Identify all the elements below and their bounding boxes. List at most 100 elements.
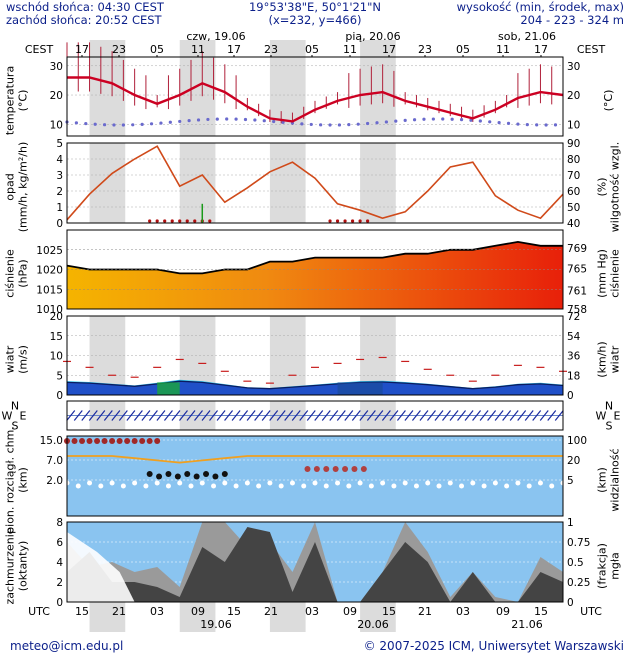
night-band-precip-3 xyxy=(360,143,396,223)
top-hour-label: 23 xyxy=(112,43,126,56)
wind-direction-arrow xyxy=(472,410,482,421)
dewpoint-dot xyxy=(102,123,107,127)
cloud-dark-dot xyxy=(221,471,228,477)
night-band-top-1 xyxy=(179,40,216,57)
wind-green-block xyxy=(157,382,180,395)
compass-s-left: S xyxy=(12,420,19,433)
wind-direction-arrow xyxy=(179,410,188,421)
cloud-dark-dot xyxy=(156,473,163,480)
dewpoint-dot xyxy=(366,121,370,126)
bottom-hour-label: 15 xyxy=(534,605,548,618)
precip-dot xyxy=(358,219,362,223)
panel-bg-precip xyxy=(67,143,563,223)
fog-ytick: 0.75 xyxy=(567,537,590,549)
dewpoint-dot xyxy=(422,117,426,121)
wind-ytick: 15 xyxy=(50,331,63,343)
zone-left-top: CEST xyxy=(25,43,54,56)
wind-direction-arrow xyxy=(359,410,369,421)
bottom-hour-label: 03 xyxy=(305,605,319,618)
dewpoint-dot xyxy=(516,122,520,126)
coord-grid: (x=232, y=466) xyxy=(268,13,362,27)
wind-direction-arrow xyxy=(344,410,354,421)
night-band-bottom-1 xyxy=(179,602,216,632)
wind-direction-arrow xyxy=(141,410,151,421)
cloud-base-dot xyxy=(380,480,386,486)
wind-ytick-right: 72 xyxy=(567,311,580,323)
temp-ytick: 20 xyxy=(50,90,63,102)
wind-ytick: 5 xyxy=(56,370,63,382)
precip-ytick: 5 xyxy=(56,138,63,150)
wind-direction-arrow xyxy=(163,410,173,421)
dewpoint-dot xyxy=(384,120,388,124)
cloud-base-dot xyxy=(413,483,419,489)
wind-direction-arrow xyxy=(209,410,219,421)
cloud-ytick: 15.0 xyxy=(40,435,63,447)
dewpoint-dot xyxy=(553,123,558,127)
dewpoint-dot xyxy=(168,120,172,124)
cloud-base-dot xyxy=(188,483,194,489)
pressure-ytick-right: 765 xyxy=(567,264,587,276)
cloud-base-dot xyxy=(120,483,126,489)
dewpoint-dot xyxy=(497,121,501,125)
wind-direction-arrow xyxy=(246,410,256,421)
cloud-base-dot xyxy=(537,480,543,486)
dewpoint-dot xyxy=(140,122,144,126)
bottom-hour-label: 03 xyxy=(456,605,470,618)
dewpoint-dot xyxy=(225,117,229,121)
label-cloud-depth: pion. rozciągł. chm. xyxy=(4,426,17,534)
cloud-top-dot xyxy=(109,438,116,444)
dewpoint-dot xyxy=(337,123,342,127)
top-hour-label: 17 xyxy=(227,43,241,56)
wind-direction-arrow xyxy=(547,410,557,421)
contact-email[interactable]: meteo@icm.edu.pl xyxy=(10,639,124,653)
cloud-base-dot xyxy=(436,483,442,489)
top-hour-label: 23 xyxy=(418,43,432,56)
label-cloud-cover: zachmurzenie xyxy=(4,527,17,604)
wind-direction-arrow xyxy=(156,410,166,421)
cloud-base-dot xyxy=(98,483,104,489)
wind-direction-arrow xyxy=(88,410,98,421)
wind-direction-arrow xyxy=(73,410,83,421)
bottom-day-label: 20.06 xyxy=(357,618,389,631)
compass-n-left: N xyxy=(11,400,19,413)
wind-direction-arrow xyxy=(201,410,211,421)
dewpoint-dot xyxy=(356,122,360,126)
wind-direction-arrow xyxy=(479,410,489,421)
bottom-hour-label: 15 xyxy=(227,605,241,618)
cloud-base-dot xyxy=(267,480,273,486)
pressure-line xyxy=(66,240,563,275)
wind-direction-arrow xyxy=(269,410,279,421)
wind-direction-arrow xyxy=(81,410,91,421)
cloud-base-dot xyxy=(425,480,431,486)
pressure-ytick-right: 758 xyxy=(567,304,587,316)
cloud-base-dot xyxy=(346,483,352,489)
cloud-top-dot xyxy=(131,438,138,444)
humidity-ytick: 60 xyxy=(567,186,580,198)
dewpoint-dot xyxy=(178,119,182,124)
cover-ytick: 0 xyxy=(56,597,63,609)
cover-ytick: 6 xyxy=(56,537,63,549)
wind-ytick-right: 0 xyxy=(567,390,574,402)
temp-ytick-right: 20 xyxy=(567,90,580,102)
precip-dot xyxy=(170,219,174,223)
dewpoint-dot xyxy=(93,122,97,126)
wind-ytick-right: 18 xyxy=(567,370,580,382)
dewpoint-dot xyxy=(403,118,407,122)
precip-dot xyxy=(193,219,197,223)
fog-ytick: 0.25 xyxy=(567,577,590,589)
dewpoint-dot xyxy=(196,118,201,122)
wind-direction-arrow xyxy=(284,410,294,421)
label-wind: (m/s) xyxy=(17,345,30,374)
wind-line xyxy=(66,380,564,390)
cloud-base-dot xyxy=(368,483,374,489)
cloud-base-dot xyxy=(199,480,205,486)
pressure-ytick: 1025 xyxy=(36,245,63,257)
cloud-base-dot xyxy=(357,480,363,486)
wind-direction-arrow xyxy=(487,410,497,421)
fog-ytick: 0.5 xyxy=(567,557,584,569)
wind-direction-arrow xyxy=(434,410,444,421)
dewpoint-dot xyxy=(243,117,248,122)
night-band-precip-2 xyxy=(269,143,306,223)
cloud-base-dot xyxy=(504,483,510,489)
